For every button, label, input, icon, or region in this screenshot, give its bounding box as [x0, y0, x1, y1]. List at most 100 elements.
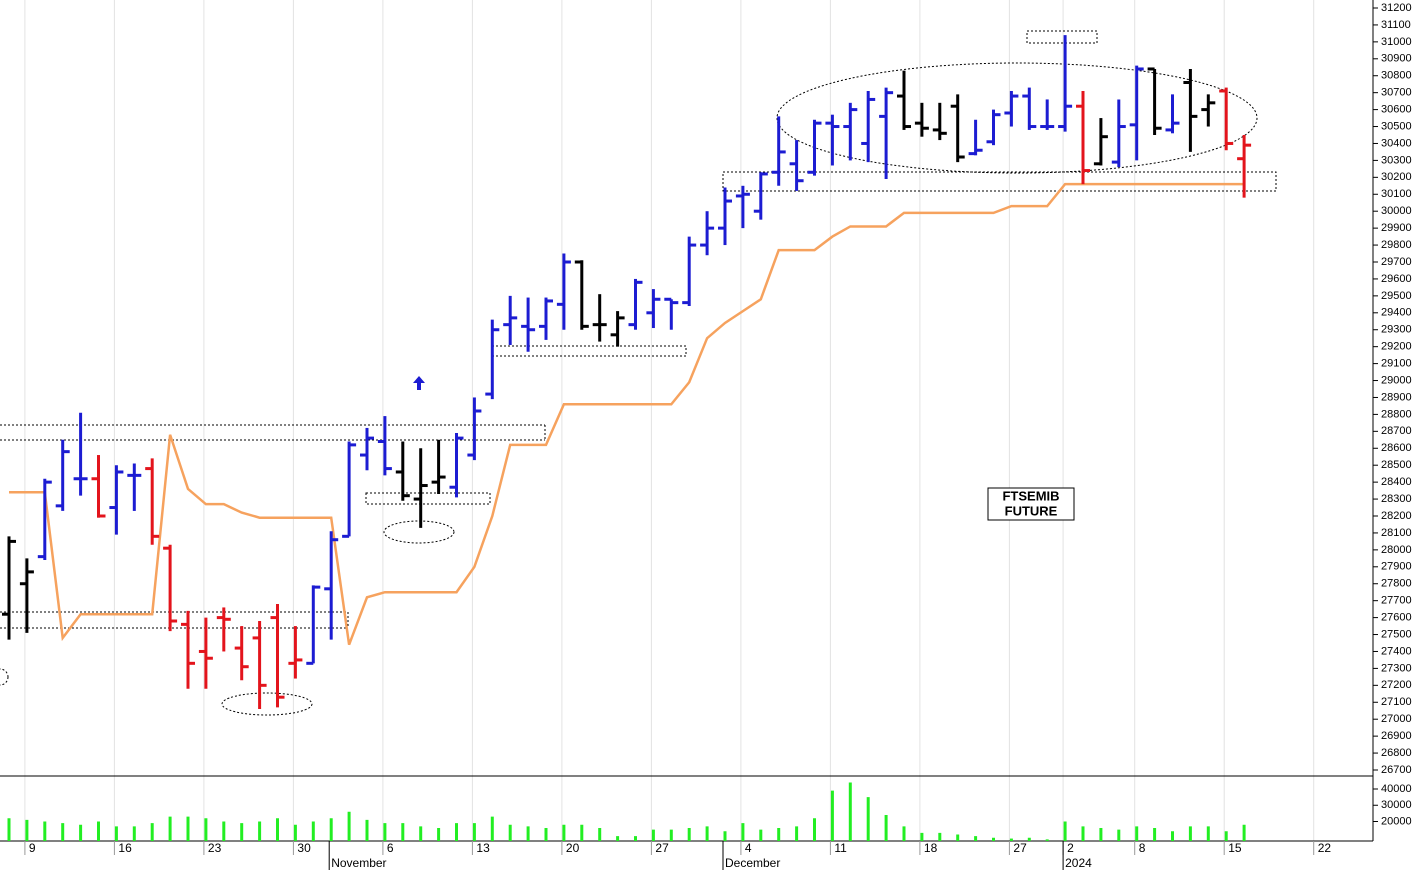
y-tick-label: 28100 — [1381, 527, 1412, 539]
x-tick-label: 27 — [655, 841, 669, 855]
volume-bar — [562, 824, 566, 841]
volume-bar — [920, 832, 924, 841]
ellipse — [0, 668, 9, 686]
x-tick-label: 8 — [1139, 841, 1146, 855]
volume-bar — [830, 790, 834, 841]
y-tick-label: 29300 — [1381, 324, 1412, 336]
x-tick-label: 2 — [1067, 841, 1074, 855]
y-tick-label: 29200 — [1381, 341, 1412, 353]
level-box — [1026, 30, 1098, 44]
volume-bar — [168, 816, 172, 841]
annotations: FTSEMIB FUTURE — [0, 30, 1277, 716]
volume-bar — [490, 816, 494, 841]
x-tick-label: 20 — [566, 841, 580, 855]
volume-bar — [132, 826, 136, 841]
y-tick-label: 26900 — [1381, 730, 1412, 742]
y-tick-label: 28000 — [1381, 544, 1412, 556]
x-tick-label: 4 — [745, 841, 752, 855]
volume-bar — [616, 836, 620, 841]
volume-bar — [311, 821, 315, 841]
y-tick-label: 28800 — [1381, 408, 1412, 420]
volume-bar — [580, 824, 584, 841]
volume-bar — [634, 836, 637, 841]
volume-bar — [651, 829, 655, 841]
y-tick-label: 30700 — [1381, 87, 1412, 99]
volume-bar — [43, 821, 47, 841]
y-tick-label: 28900 — [1381, 391, 1412, 403]
volume-bar — [7, 818, 11, 841]
volume-bar — [186, 816, 190, 841]
volume-bar — [777, 828, 781, 841]
y-tick-label: 29000 — [1381, 374, 1412, 386]
y-tick-label: 27900 — [1381, 561, 1412, 573]
volume-bar — [25, 819, 29, 841]
volume-bar — [848, 782, 852, 841]
x-tick-label: 27 — [1013, 841, 1027, 855]
volume-bar — [1045, 839, 1049, 841]
volume-bar — [1027, 837, 1031, 841]
volume-bar — [365, 819, 369, 841]
up-arrow — [413, 376, 425, 390]
y-tick-label: 31200 — [1381, 2, 1412, 14]
x-group-label: 2024 — [1065, 856, 1092, 870]
y-tick-label: 29700 — [1381, 256, 1412, 268]
x-tick-label: 6 — [387, 841, 394, 855]
y-tick-label: 30100 — [1381, 188, 1412, 200]
volume-bar — [383, 823, 387, 841]
volume-bar — [401, 823, 405, 841]
volume-bar — [544, 828, 548, 841]
grid — [24, 0, 1315, 841]
volume-bar — [795, 826, 799, 841]
y-tick-label: 28400 — [1381, 476, 1412, 488]
volume-bar — [79, 824, 83, 841]
volume-bar — [526, 826, 530, 841]
volume-bar — [956, 834, 960, 841]
y-tick-label: 30600 — [1381, 104, 1412, 116]
y-tick-label: 27300 — [1381, 662, 1412, 674]
stop-line — [9, 182, 1245, 646]
volume-bar — [1206, 826, 1210, 841]
y-tick-label: 31100 — [1381, 19, 1411, 31]
volume-bar — [472, 823, 476, 841]
volume-bar — [61, 823, 65, 841]
volume-bar — [1171, 831, 1174, 841]
y-tick-label: 27000 — [1381, 713, 1412, 725]
volume-bar — [974, 836, 978, 841]
y-tick-label: 27400 — [1381, 645, 1412, 657]
volume-bar — [1117, 829, 1121, 841]
volume-bar — [598, 828, 602, 841]
y-tick-label: 27800 — [1381, 578, 1412, 590]
x-tick-label: 22 — [1318, 841, 1332, 855]
y-tick-label: 29800 — [1381, 239, 1412, 251]
volume-bar — [276, 818, 279, 841]
volume-bar — [759, 829, 763, 841]
volume-bar — [508, 824, 512, 841]
y-tick-label: 29400 — [1381, 307, 1412, 319]
y-tick-label: 30400 — [1381, 137, 1412, 149]
volume-bar — [437, 828, 441, 841]
y-tick-label: 27600 — [1381, 612, 1412, 624]
ellipse — [383, 520, 455, 544]
x-tick-label: 23 — [208, 841, 222, 855]
y-tick-label: 30000 — [1381, 205, 1412, 217]
ellipse — [221, 692, 313, 716]
level-box — [722, 171, 1277, 192]
volume-bar — [204, 818, 208, 841]
x-group-label: November — [331, 856, 386, 870]
volume-bar — [992, 837, 995, 841]
volume-bar — [813, 818, 816, 841]
y-tick-label: 28200 — [1381, 510, 1412, 522]
volume-bar — [705, 826, 709, 841]
volume-bar — [419, 826, 423, 841]
x-tick-label: 15 — [1228, 841, 1242, 855]
label-box — [987, 487, 1075, 521]
y-tick-label: 28300 — [1381, 493, 1412, 505]
y-tick-label: 26700 — [1381, 764, 1412, 776]
volume-bar — [347, 811, 351, 841]
volume-bar — [329, 818, 333, 841]
y-tick-label: 30900 — [1381, 53, 1412, 65]
y-tick-label: 40000 — [1381, 783, 1412, 795]
y-tick-label: 30200 — [1381, 171, 1412, 183]
y-tick-label: 30800 — [1381, 70, 1412, 82]
